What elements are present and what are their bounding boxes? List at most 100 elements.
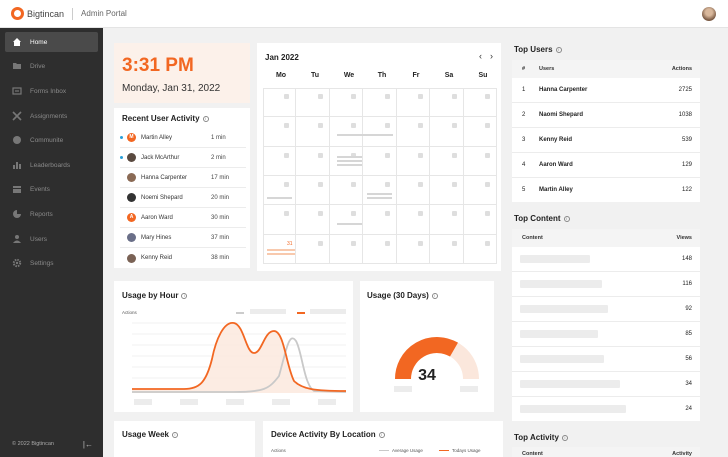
table-row[interactable]: 5 Martin Alley 122 <box>512 178 700 203</box>
chevron-left-icon[interactable]: ‹ <box>479 51 482 61</box>
calendar-day-cell[interactable] <box>396 146 431 176</box>
calendar-day-cell[interactable] <box>329 176 364 206</box>
calendar-day-cell[interactable] <box>430 176 464 206</box>
calendar-day-cell[interactable] <box>329 146 364 176</box>
table-row[interactable]: 24 <box>512 397 700 422</box>
calendar-day-cell[interactable] <box>363 205 397 235</box>
event-bar[interactable] <box>267 253 295 255</box>
info-icon[interactable]: i <box>172 431 178 438</box>
event-bar[interactable] <box>267 197 292 199</box>
sidebar-item-assignments[interactable]: Assignments <box>5 106 98 126</box>
calendar-day-cell[interactable] <box>296 205 330 235</box>
calendar-day-cell[interactable] <box>430 88 464 118</box>
event-bar[interactable] <box>367 193 392 195</box>
info-icon[interactable]: i <box>563 215 570 222</box>
info-icon[interactable]: i <box>555 46 562 53</box>
calendar-day-cell[interactable] <box>263 176 297 206</box>
calendar-day-cell[interactable] <box>363 234 397 264</box>
table-row[interactable]: 148 <box>512 247 700 272</box>
info-icon[interactable]: i <box>378 431 385 438</box>
chat-icon <box>12 135 22 145</box>
calendar-day-cell[interactable] <box>363 117 397 147</box>
calendar-day-cell[interactable] <box>296 117 330 147</box>
avatar <box>127 233 136 242</box>
activity-row[interactable]: Jack McArthur 2 min <box>120 148 246 168</box>
calendar-day-cell[interactable] <box>463 117 497 147</box>
calendar-day-cell[interactable] <box>329 205 364 235</box>
sidebar-item-drive[interactable]: Drive <box>5 56 98 76</box>
activity-row[interactable]: A Aaron Ward 30 min <box>120 208 246 228</box>
calendar-day-cell[interactable] <box>263 88 297 118</box>
user-avatar[interactable] <box>702 7 716 21</box>
calendar-day-cell[interactable] <box>463 234 497 264</box>
calendar-day-cell[interactable] <box>396 205 431 235</box>
event-bar[interactable] <box>337 156 362 158</box>
info-icon[interactable]: i <box>561 434 568 441</box>
activity-row[interactable]: Noemi Shepard 20 min <box>120 188 246 208</box>
table-row[interactable]: 34 <box>512 372 700 397</box>
calendar-day-cell[interactable] <box>430 234 464 264</box>
info-icon[interactable]: i <box>202 115 209 122</box>
info-icon[interactable]: i <box>181 292 188 299</box>
activity-row[interactable]: Kenny Reid 38 min <box>120 248 246 268</box>
calendar-day-cell[interactable] <box>396 234 431 264</box>
sidebar-item-communite[interactable]: Communite <box>5 130 98 150</box>
collapse-sidebar-icon[interactable]: |← <box>82 440 93 449</box>
event-bar[interactable] <box>337 223 362 225</box>
calendar-day-cell[interactable] <box>363 176 397 206</box>
sidebar-item-reports[interactable]: Reports <box>5 204 98 224</box>
sidebar-item-users[interactable]: Users <box>5 229 98 249</box>
calendar-day-cell[interactable] <box>396 117 431 147</box>
calendar-day-cell[interactable] <box>396 88 431 118</box>
chevron-right-icon[interactable]: › <box>490 51 493 61</box>
calendar-day-cell[interactable] <box>396 176 431 206</box>
event-bar[interactable] <box>337 160 362 162</box>
calendar-day-cell[interactable] <box>263 234 297 264</box>
calendar-day-cell[interactable] <box>263 205 297 235</box>
brand-logo[interactable]: Bigtincan <box>11 7 64 20</box>
calendar-day-cell[interactable] <box>296 176 330 206</box>
event-bar[interactable] <box>337 164 362 166</box>
calendar-day-cell[interactable] <box>430 117 464 147</box>
calendar-day-cell[interactable] <box>430 146 464 176</box>
sidebar-item-settings[interactable]: Settings <box>5 253 98 273</box>
table-row[interactable]: 3 Kenny Reid 539 <box>512 128 700 153</box>
table-row[interactable]: 2 Naomi Shepard 1038 <box>512 103 700 128</box>
calendar-day-cell[interactable] <box>329 234 364 264</box>
sidebar-item-events[interactable]: Events <box>5 179 98 199</box>
today-date[interactable]: 31 <box>287 241 293 247</box>
calendar-day-cell[interactable] <box>463 176 497 206</box>
event-bar[interactable] <box>367 197 392 199</box>
sidebar-item-leaderboards[interactable]: Leaderboards <box>5 155 98 175</box>
table-row[interactable]: 4 Aaron Ward 129 <box>512 153 700 178</box>
event-bar[interactable] <box>267 249 295 251</box>
table-row[interactable]: 56 <box>512 347 700 372</box>
info-icon[interactable]: i <box>431 292 438 299</box>
table-row[interactable]: 116 <box>512 272 700 297</box>
calendar-day-cell[interactable] <box>430 205 464 235</box>
calendar-day-cell[interactable] <box>263 117 297 147</box>
activity-row[interactable]: Hanna Carpenter 17 min <box>120 168 246 188</box>
day-number-placeholder <box>484 182 490 187</box>
sidebar-item-home[interactable]: Home <box>5 32 98 52</box>
calendar-day-cell[interactable] <box>463 205 497 235</box>
event-bar[interactable] <box>337 134 393 136</box>
calendar-day-cell[interactable] <box>296 88 330 118</box>
calendar-day-cell[interactable] <box>263 146 297 176</box>
calendar-day-cell[interactable] <box>363 146 397 176</box>
table-row[interactable]: 85 <box>512 322 700 347</box>
calendar-day-cell[interactable] <box>296 146 330 176</box>
calendar-day-cell[interactable] <box>463 146 497 176</box>
calendar-day-cell[interactable] <box>329 88 364 118</box>
table-row[interactable]: 92 <box>512 297 700 322</box>
table-row[interactable]: 1 Hanna Carpenter 2725 <box>512 78 700 103</box>
calendar-day-cell[interactable] <box>363 88 397 118</box>
col-content: Content <box>522 451 543 457</box>
activity-row[interactable]: Mary Hines 37 min <box>120 228 246 248</box>
calendar-day-cell[interactable] <box>329 117 364 147</box>
sidebar-item-forms-inbox[interactable]: Forms Inbox <box>5 81 98 101</box>
sidebar-item-label: Home <box>30 38 48 46</box>
activity-row[interactable]: M Martin Alley 1 min <box>120 128 246 148</box>
calendar-day-cell[interactable] <box>463 88 497 118</box>
calendar-day-cell[interactable] <box>296 234 330 264</box>
